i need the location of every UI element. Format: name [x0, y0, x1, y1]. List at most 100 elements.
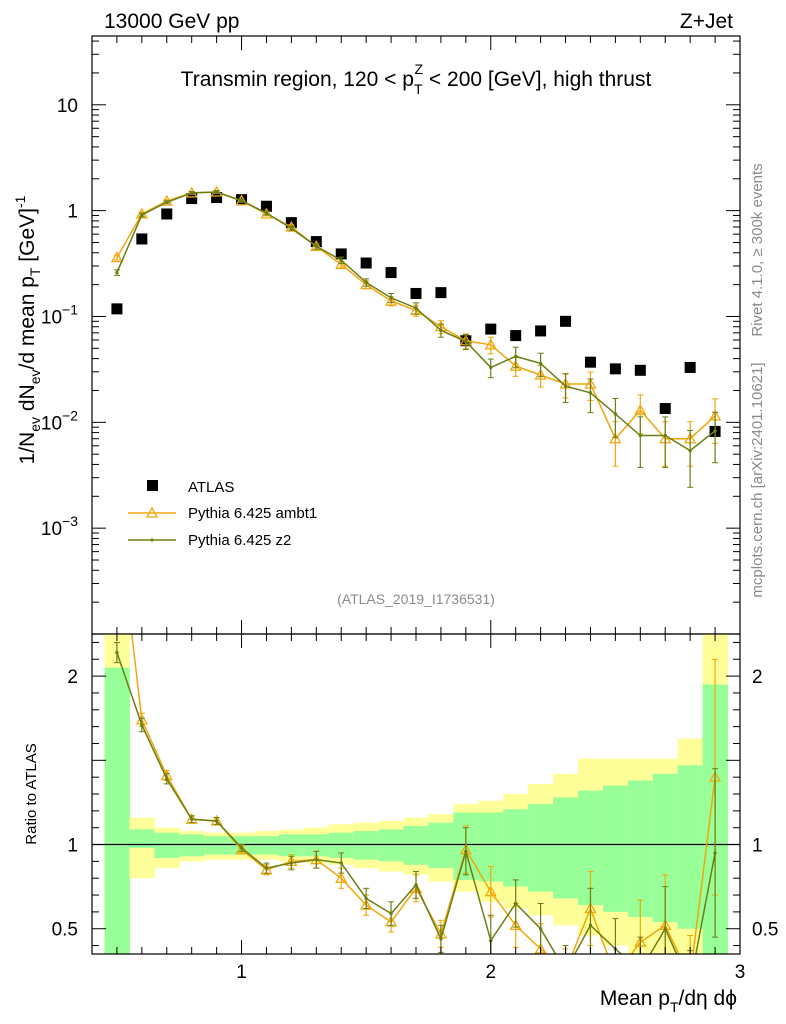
atlas-data-point	[385, 267, 397, 279]
z2-point	[638, 433, 643, 438]
ratio-band-inner	[179, 834, 205, 857]
atlas-data-point	[684, 361, 696, 373]
ratio-z2-point	[289, 861, 294, 865]
legend-atlas-marker	[147, 480, 158, 491]
ratio-band-inner	[428, 822, 454, 869]
z2-point	[264, 211, 269, 215]
atlas-data-point	[584, 356, 596, 368]
ratio-ambt1-point	[384, 915, 398, 927]
ratio-z2-point	[688, 983, 691, 986]
ratio-band-inner	[104, 667, 130, 954]
xlabel-part-c: /dη dϕ	[679, 987, 737, 1010]
plot-title-sub: T	[414, 81, 423, 97]
ratio-band-inner	[403, 826, 429, 865]
ratio-y-tick-label-left: 2	[67, 667, 78, 688]
ratio-band-inner	[278, 834, 305, 857]
ratio-z2-point	[214, 819, 219, 823]
plot-title-pre: Transmin region, 120 < p	[181, 68, 414, 91]
ratio-y-tick-label-left: 0.5	[52, 920, 78, 941]
ratio-y-tick-label-right: 1	[752, 836, 763, 857]
ratio-z2-point	[165, 777, 169, 781]
ratio-ambt1-point	[335, 871, 348, 883]
atlas-data-point	[260, 200, 272, 212]
atlas-data-point	[560, 315, 572, 327]
main-y-tick-label: 10−3	[41, 513, 78, 540]
atlas-data-point	[161, 208, 173, 220]
ratio-z2-point	[189, 817, 194, 821]
ratio-y-tick-label-right: 2	[752, 667, 763, 688]
ratio-z2-point	[588, 923, 593, 928]
x-axis-label: Mean pT/dη dϕ	[600, 987, 737, 1015]
legend-z2-marker	[150, 538, 154, 542]
ratio-z2-point	[538, 927, 543, 931]
ambt1-point	[534, 368, 547, 380]
atlas-data-point	[111, 303, 123, 315]
ratio-z2-point	[464, 849, 468, 853]
ratio-y-tick-labels: 2 2 1 1 0.5 0.5	[52, 667, 779, 941]
header-left: 13000 GeV pp	[104, 10, 239, 33]
atlas-data-point	[609, 363, 621, 375]
x-tick-labels: 1 2 3	[236, 962, 745, 983]
ambt1-point	[634, 403, 647, 415]
ratio-z2-point	[239, 846, 244, 850]
legend-ambt1-marker	[145, 506, 159, 518]
z2-point	[239, 199, 244, 203]
ratio-z2-point	[339, 861, 343, 865]
atlas-data-point	[211, 192, 223, 204]
main-y-tick-label: 10−1	[41, 301, 78, 328]
ratio-band-inner	[129, 829, 155, 848]
side-text-rivet: Rivet 4.1.0, ≥ 300k events	[749, 163, 766, 336]
ambt1-point	[384, 294, 398, 306]
ratio-y-tick-label-right: 0.5	[752, 920, 778, 941]
ylabel-part-f: T	[27, 267, 43, 276]
z2-point	[214, 190, 219, 194]
plot-title-sup: Z	[415, 61, 424, 77]
ylabel-part-d: ev	[27, 369, 43, 384]
legend-ambt1-label: Pythia 6.425 ambt1	[188, 505, 317, 522]
ratio-ambt1-point	[610, 971, 620, 980]
atlas-data-point	[360, 257, 372, 269]
z2-point	[364, 280, 368, 285]
ratio-band-inner	[528, 804, 554, 892]
atlas-data-point	[659, 403, 671, 415]
series-dot	[113, 190, 719, 488]
ratio-band-inner	[602, 785, 629, 912]
ratio-z2-point	[115, 650, 119, 655]
z2-point	[464, 339, 468, 344]
main-y-axis-label: 1/Nev dNev/d mean pT [GeV]-1	[12, 195, 43, 464]
ratio-ambt1-point	[484, 885, 497, 897]
ratio-band-inner	[254, 836, 280, 855]
series-line	[116, 191, 716, 452]
z2-point	[663, 433, 667, 438]
atlas-data-point	[510, 330, 522, 342]
z2-point	[414, 306, 418, 310]
ratio-y-tick-label-left: 1	[67, 836, 78, 857]
ylabel-part-b: ev	[27, 417, 43, 432]
legend-atlas-label: ATLAS	[188, 479, 234, 496]
ratio-band-inner	[503, 809, 529, 887]
ratio-ambt1-point	[509, 919, 522, 931]
x-tick-label: 1	[236, 962, 247, 983]
x-tick-label: 2	[485, 962, 496, 983]
ratio-axis-ticks	[92, 634, 740, 954]
ratio-uncertainty-bands	[104, 634, 729, 954]
main-y-tick-label: 1	[67, 202, 78, 223]
z2-point	[115, 270, 119, 275]
ratio-z2-point	[140, 723, 144, 727]
ratio-band-inner	[154, 832, 180, 858]
ylabel-part-a: 1/N	[16, 432, 39, 465]
ylabel-part-e: /d mean p	[16, 276, 39, 369]
legend-z2-label: Pythia 6.425 z2	[188, 532, 291, 549]
ambt1-point	[260, 207, 273, 219]
ratio-z2-point	[389, 911, 393, 916]
ratio-ambt1-point	[112, 503, 122, 512]
atlas-data-point	[136, 233, 148, 245]
ratio-z2-point	[314, 857, 319, 862]
xlabel-part-a: Mean p	[600, 987, 670, 1010]
plot-title-post: < 200 [GeV], high thrust	[423, 68, 651, 91]
z2-point	[339, 258, 343, 262]
series-triangle	[110, 185, 722, 467]
z2-point	[140, 213, 144, 217]
atlas-data-point	[634, 364, 646, 376]
ratio-y-axis-label: Ratio to ATLAS	[23, 743, 40, 844]
